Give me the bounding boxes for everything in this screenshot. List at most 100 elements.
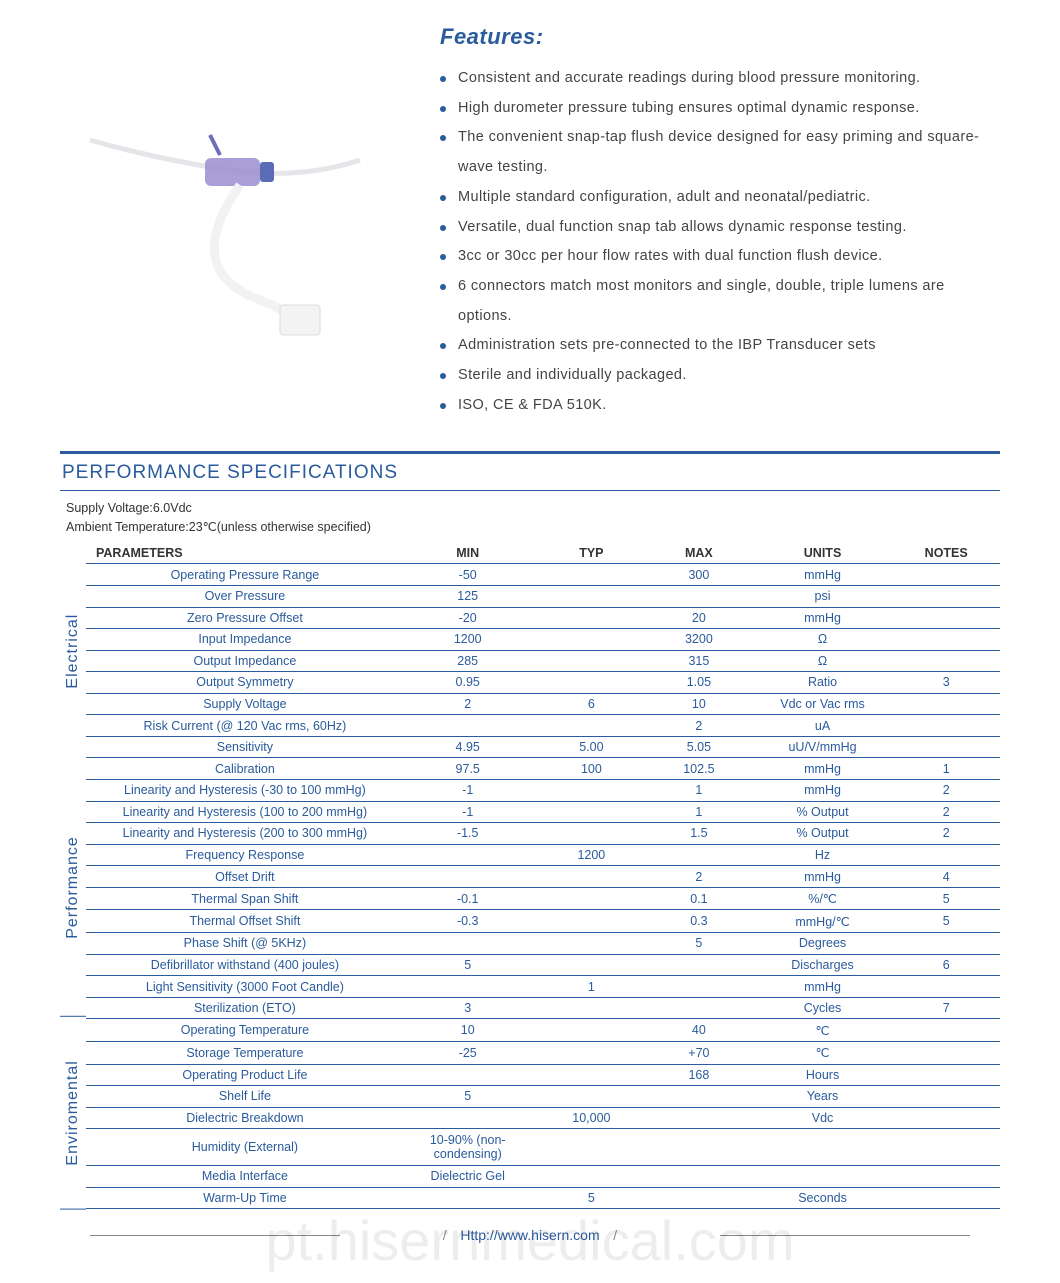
cell-notes bbox=[892, 585, 1000, 607]
spec-meta-voltage: Supply Voltage:6.0Vdc bbox=[66, 499, 1000, 518]
feature-item: Versatile, dual function snap tab allows… bbox=[440, 213, 1000, 243]
cell-param: Operating Pressure Range bbox=[86, 564, 398, 586]
cell-max: 102.5 bbox=[645, 758, 753, 780]
table-row: Defibrillator withstand (400 joules)5Dis… bbox=[86, 954, 1000, 976]
cell-min bbox=[398, 1064, 538, 1086]
cell-param: Defibrillator withstand (400 joules) bbox=[86, 954, 398, 976]
table-row: Humidity (External)10-90% (non-condensin… bbox=[86, 1129, 1000, 1166]
cell-param: Linearity and Hysteresis (200 to 300 mmH… bbox=[86, 823, 398, 845]
cell-min: 4.95 bbox=[398, 736, 538, 758]
cell-param: Supply Voltage bbox=[86, 693, 398, 715]
section-rule-top bbox=[60, 451, 1000, 454]
cell-min: 3 bbox=[398, 997, 538, 1019]
cell-units: Ω bbox=[753, 650, 893, 672]
cell-param: Frequency Response bbox=[86, 844, 398, 866]
feature-item: Multiple standard configuration, adult a… bbox=[440, 183, 1000, 213]
cell-param: Offset Drift bbox=[86, 866, 398, 888]
cell-max: 0.3 bbox=[645, 910, 753, 933]
table-row: Risk Current (@ 120 Vac rms, 60Hz)2uA bbox=[86, 715, 1000, 737]
cell-max bbox=[645, 585, 753, 607]
cell-min: -0.3 bbox=[398, 910, 538, 933]
cell-max: 1.05 bbox=[645, 672, 753, 694]
cell-units: ℃ bbox=[753, 1019, 893, 1042]
cell-units: mmHg bbox=[753, 607, 893, 629]
cell-typ bbox=[538, 780, 646, 802]
cell-max: 40 bbox=[645, 1019, 753, 1042]
th-typ: TYP bbox=[538, 543, 646, 564]
cell-min: Dielectric Gel bbox=[398, 1165, 538, 1187]
section-rule-thin bbox=[60, 490, 1000, 491]
cell-notes bbox=[892, 1129, 1000, 1166]
table-row: Sterilization (ETO)3 Cycles7 bbox=[86, 997, 1000, 1019]
cell-units: Vdc or Vac rms bbox=[753, 693, 893, 715]
cell-param: Sterilization (ETO) bbox=[86, 997, 398, 1019]
table-row: Output Impedance285315Ω bbox=[86, 650, 1000, 672]
category-label: Electrical bbox=[60, 543, 86, 760]
features-heading: Features: bbox=[440, 24, 1000, 50]
cell-max bbox=[645, 1107, 753, 1129]
table-row: Operating Product Life168Hours bbox=[86, 1064, 1000, 1086]
table-row: Operating Pressure Range-50300mmHg bbox=[86, 564, 1000, 586]
cell-notes bbox=[892, 1107, 1000, 1129]
cell-notes bbox=[892, 1165, 1000, 1187]
cell-notes bbox=[892, 693, 1000, 715]
footer: / Http://www.hisern.com / bbox=[60, 1227, 1000, 1243]
cell-typ: 1 bbox=[538, 976, 646, 998]
table-row: Warm-Up Time5Seconds bbox=[86, 1187, 1000, 1209]
cell-units: psi bbox=[753, 585, 893, 607]
cell-typ bbox=[538, 866, 646, 888]
cell-min: 97.5 bbox=[398, 758, 538, 780]
feature-item: 3cc or 30cc per hour flow rates with dua… bbox=[440, 242, 1000, 272]
cell-units: ℃ bbox=[753, 1041, 893, 1064]
cell-notes bbox=[892, 736, 1000, 758]
cell-max bbox=[645, 1187, 753, 1209]
cell-typ bbox=[538, 823, 646, 845]
cell-units: Hz bbox=[753, 844, 893, 866]
cell-notes bbox=[892, 1019, 1000, 1042]
cell-notes: 2 bbox=[892, 801, 1000, 823]
cell-max: 315 bbox=[645, 650, 753, 672]
cell-notes: 6 bbox=[892, 954, 1000, 976]
cell-notes bbox=[892, 715, 1000, 737]
feature-item: 6 connectors match most monitors and sin… bbox=[440, 272, 1000, 331]
cell-notes: 7 bbox=[892, 997, 1000, 1019]
cell-param: Output Symmetry bbox=[86, 672, 398, 694]
cell-typ bbox=[538, 801, 646, 823]
cell-typ: 6 bbox=[538, 693, 646, 715]
table-row: Operating Temperature1040℃ bbox=[86, 1019, 1000, 1042]
cell-notes: 2 bbox=[892, 823, 1000, 845]
spec-section-title: PERFORMANCE SPECIFICATIONS bbox=[60, 460, 1000, 490]
cell-param: Thermal Span Shift bbox=[86, 887, 398, 910]
cell-max: 5 bbox=[645, 933, 753, 955]
cell-units: mmHg bbox=[753, 564, 893, 586]
cell-min: -1.5 bbox=[398, 823, 538, 845]
cell-units bbox=[753, 1165, 893, 1187]
cell-notes bbox=[892, 650, 1000, 672]
table-row: Frequency Response1200Hz bbox=[86, 844, 1000, 866]
table-row: Phase Shift (@ 5KHz)5Degrees bbox=[86, 933, 1000, 955]
cell-typ bbox=[538, 1086, 646, 1108]
cell-units: Ω bbox=[753, 629, 893, 651]
cell-notes: 3 bbox=[892, 672, 1000, 694]
cell-param: Sensitivity bbox=[86, 736, 398, 758]
cell-units: % Output bbox=[753, 823, 893, 845]
cell-param: Humidity (External) bbox=[86, 1129, 398, 1166]
cell-max: +70 bbox=[645, 1041, 753, 1064]
th-notes: NOTES bbox=[892, 543, 1000, 564]
cell-units: Cycles bbox=[753, 997, 893, 1019]
cell-min: -20 bbox=[398, 607, 538, 629]
cell-notes bbox=[892, 629, 1000, 651]
cell-notes bbox=[892, 976, 1000, 998]
cell-max: 2 bbox=[645, 866, 753, 888]
cell-min: -0.1 bbox=[398, 887, 538, 910]
cell-typ bbox=[538, 564, 646, 586]
feature-item: ISO, CE & FDA 510K. bbox=[440, 391, 1000, 421]
th-units: UNITS bbox=[753, 543, 893, 564]
cell-typ bbox=[538, 629, 646, 651]
cell-min: 10-90% (non-condensing) bbox=[398, 1129, 538, 1166]
cell-max: 1 bbox=[645, 801, 753, 823]
cell-max: 300 bbox=[645, 564, 753, 586]
cell-max: 5.05 bbox=[645, 736, 753, 758]
cell-param: Dielectric Breakdown bbox=[86, 1107, 398, 1129]
cell-param: Risk Current (@ 120 Vac rms, 60Hz) bbox=[86, 715, 398, 737]
